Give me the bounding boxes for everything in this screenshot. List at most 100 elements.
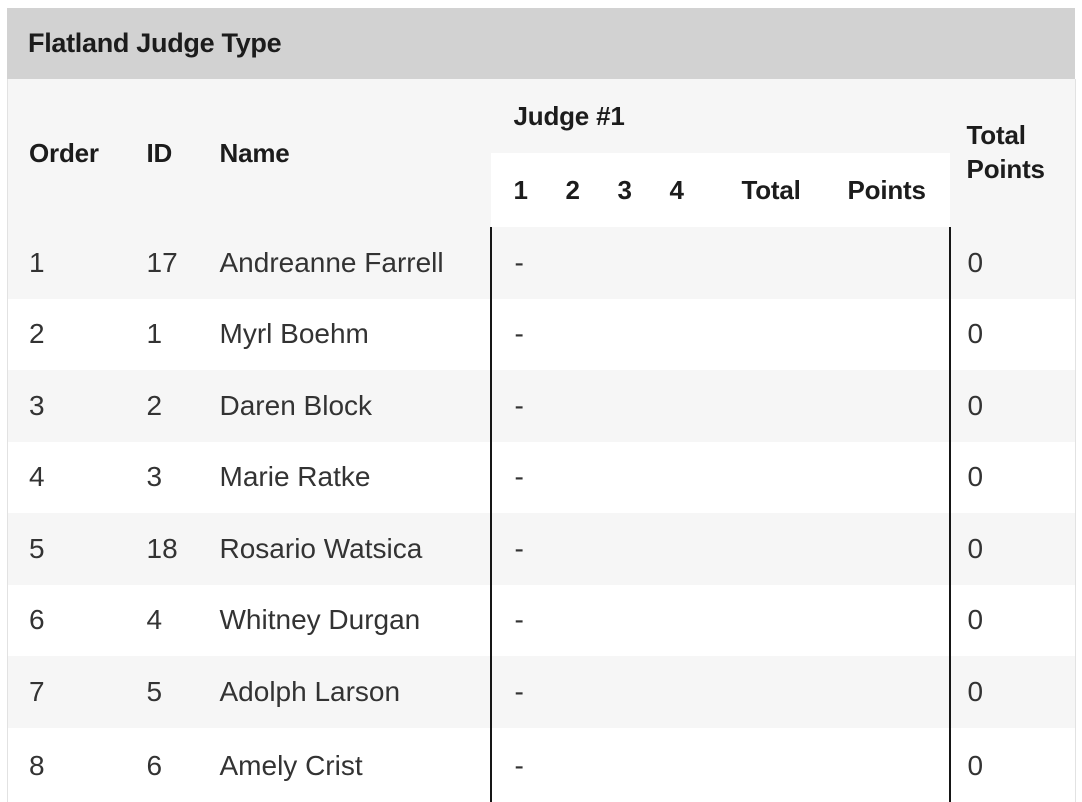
cell-judge1-score1[interactable]: - <box>489 513 543 585</box>
cell-judge1-score2[interactable] <box>543 728 595 802</box>
cell-athlete-name: Daren Block <box>219 389 373 421</box>
cell-id: 6 <box>146 749 163 781</box>
col-header-judge1-score1: 1 <box>490 153 543 227</box>
table-body: 1 17 Andreanne Farrell - 0 2 1 Myrl Boeh… <box>7 227 1076 802</box>
cell-judge1-score4[interactable] <box>647 728 699 802</box>
cell-judge1-score3[interactable] <box>595 299 647 371</box>
cell-total-points: 0 <box>948 584 1076 656</box>
col-header-name: Name <box>207 79 491 227</box>
cell-judge1-points <box>805 299 950 371</box>
scores-table: Order ID Name Judge #1 Total Points 1 2 … <box>7 79 1077 802</box>
cell-id: 3 <box>146 461 163 493</box>
cell-order: 1 <box>29 246 45 278</box>
cell-id: 5 <box>146 675 163 707</box>
judge-scores-panel: Flatland Judge Type Order ID Name <box>7 8 1077 802</box>
cell-judge1-total <box>699 370 805 442</box>
cell-judge1-score1[interactable]: - <box>489 584 543 656</box>
cell-judge1-score1[interactable]: - <box>489 227 543 299</box>
cell-order: 2 <box>29 318 45 350</box>
cell-judge1-points <box>805 656 950 728</box>
cell-judge1-points <box>805 513 950 585</box>
cell-judge1-score4[interactable] <box>647 442 699 514</box>
cell-judge1-score1[interactable]: - <box>489 656 543 728</box>
table-row[interactable]: 8 6 Amely Crist - 0 <box>7 727 1076 802</box>
cell-judge1-score2[interactable] <box>543 513 595 585</box>
cell-id: 4 <box>146 604 163 636</box>
cell-judge1-score1[interactable]: - <box>489 298 543 370</box>
cell-judge1-score3[interactable] <box>595 370 647 442</box>
table-row[interactable]: 3 2 Daren Block - 0 <box>7 370 1076 442</box>
cell-athlete-name: Marie Ratke <box>219 461 371 493</box>
cell-judge1-score4[interactable] <box>647 370 699 442</box>
table-row[interactable]: 7 5 Adolph Larson - 0 <box>7 656 1076 728</box>
cell-judge1-score2[interactable] <box>543 299 595 371</box>
cell-judge1-score2[interactable] <box>543 656 595 728</box>
cell-judge1-total <box>699 299 805 371</box>
col-header-id: ID <box>125 79 208 227</box>
cell-judge1-score3[interactable] <box>595 513 647 585</box>
cell-id: 1 <box>146 318 163 350</box>
cell-judge1-points <box>805 585 950 657</box>
table-row[interactable]: 5 18 Rosario Watsica - 0 <box>7 513 1076 585</box>
cell-id: 17 <box>146 246 178 278</box>
col-header-total-points: Total Points <box>949 79 1076 227</box>
cell-athlete-name: Myrl Boehm <box>219 318 369 350</box>
cell-judge1-score2[interactable] <box>543 442 595 514</box>
cell-order: 6 <box>29 604 45 636</box>
col-header-judge1-score3: 3 <box>594 153 647 227</box>
cell-judge1-score4[interactable] <box>647 227 699 299</box>
table-header: Order ID Name Judge #1 Total Points 1 2 … <box>7 79 1076 227</box>
cell-judge1-score4[interactable] <box>647 585 699 657</box>
cell-order: 8 <box>29 749 45 781</box>
cell-total-points: 0 <box>948 298 1076 370</box>
cell-judge1-score4[interactable] <box>647 513 699 585</box>
cell-total-points: 0 <box>948 370 1076 442</box>
cell-judge1-total <box>699 656 805 728</box>
cell-total-points: 0 <box>948 441 1076 513</box>
cell-athlete-name: Whitney Durgan <box>219 604 421 636</box>
cell-order: 4 <box>29 461 45 493</box>
cell-athlete-name: Andreanne Farrell <box>219 246 444 278</box>
cell-judge1-score2[interactable] <box>543 585 595 657</box>
cell-judge1-score2[interactable] <box>543 227 595 299</box>
cell-judge1-score3[interactable] <box>595 227 647 299</box>
table-row[interactable]: 2 1 Myrl Boehm - 0 <box>7 298 1076 371</box>
cell-judge1-total <box>699 442 805 514</box>
col-header-judge1-score2: 2 <box>542 153 595 227</box>
cell-judge1-score3[interactable] <box>595 656 647 728</box>
cell-total-points: 0 <box>948 727 1076 802</box>
cell-judge1-points <box>805 227 950 299</box>
cell-judge1-score1[interactable]: - <box>489 370 543 442</box>
cell-order: 7 <box>29 675 45 707</box>
cell-judge1-score4[interactable] <box>647 656 699 728</box>
cell-athlete-name: Rosario Watsica <box>219 532 423 564</box>
cell-judge1-total <box>699 728 805 802</box>
cell-judge1-score3[interactable] <box>595 728 647 802</box>
cell-judge1-score3[interactable] <box>595 442 647 514</box>
panel-title: Flatland Judge Type <box>28 28 282 58</box>
cell-judge1-points <box>805 728 950 802</box>
cell-order: 5 <box>29 532 45 564</box>
cell-judge1-score4[interactable] <box>647 299 699 371</box>
col-header-judge-1-group: Judge #1 <box>490 79 950 153</box>
cell-judge1-score2[interactable] <box>543 370 595 442</box>
cell-total-points: 0 <box>948 656 1076 728</box>
cell-judge1-points <box>805 370 950 442</box>
table-row[interactable]: 4 3 Marie Ratke - 0 <box>7 441 1076 514</box>
cell-athlete-name: Amely Crist <box>219 749 363 781</box>
cell-total-points: 0 <box>948 513 1076 585</box>
cell-id: 18 <box>146 532 178 564</box>
cell-judge1-score1[interactable]: - <box>489 727 543 802</box>
table-row[interactable]: 6 4 Whitney Durgan - 0 <box>7 584 1076 657</box>
col-header-judge1-points: Points <box>804 153 950 227</box>
cell-id: 2 <box>146 389 163 421</box>
col-header-judge1-total: Total <box>698 153 805 227</box>
cell-order: 3 <box>29 389 45 421</box>
cell-judge1-points <box>805 442 950 514</box>
col-header-order: Order <box>7 79 126 227</box>
cell-judge1-score1[interactable]: - <box>489 441 543 513</box>
cell-judge1-total <box>699 513 805 585</box>
table-row[interactable]: 1 17 Andreanne Farrell - 0 <box>7 227 1076 299</box>
cell-judge1-score3[interactable] <box>595 585 647 657</box>
